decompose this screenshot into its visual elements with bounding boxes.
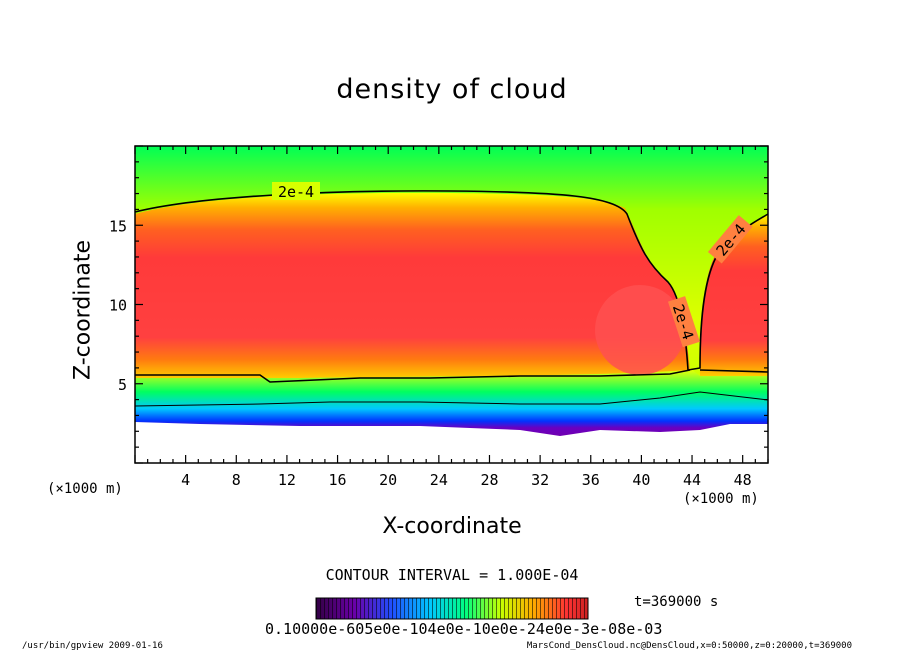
footer-source: MarsCond_DensCloud.nc@DensCloud,x=0:5000… bbox=[526, 641, 852, 651]
contour-base bbox=[135, 391, 768, 407]
x-tick-label: 28 bbox=[480, 471, 498, 489]
cloud-blob bbox=[595, 285, 685, 375]
contour-labels: 2e-42e-42e-4 bbox=[272, 182, 753, 348]
y-tick-label: 15 bbox=[109, 217, 127, 235]
x-tick-label: 24 bbox=[430, 471, 448, 489]
x-unit-right: (×1000 m) bbox=[683, 491, 759, 507]
y-tick-label: 5 bbox=[118, 376, 127, 394]
contour-label-bg bbox=[667, 296, 700, 348]
time-label: t=369000 s bbox=[634, 594, 719, 610]
x-tick-label: 16 bbox=[329, 471, 347, 489]
x-tick-label: 12 bbox=[278, 471, 296, 489]
x-tick-label: 48 bbox=[734, 471, 752, 489]
x-tick-label: 4 bbox=[181, 471, 190, 489]
x-tick-label: 36 bbox=[582, 471, 600, 489]
x-tick-label: 20 bbox=[379, 471, 397, 489]
colorbar-frame bbox=[315, 597, 589, 620]
x-axis-label: X-coordinate bbox=[382, 514, 522, 539]
x-unit-left: (×1000 m) bbox=[47, 481, 123, 497]
cloud-base-layer bbox=[135, 368, 768, 436]
contour-label: 2e-4 bbox=[278, 183, 314, 201]
contour-lower bbox=[135, 369, 768, 383]
contour-label-bg bbox=[272, 182, 320, 200]
axis-ticks bbox=[134, 145, 769, 464]
y-tick-label: 10 bbox=[109, 297, 127, 315]
y-axis-label: Z-coordinate bbox=[70, 240, 96, 380]
x-tick-label: 44 bbox=[683, 471, 701, 489]
contour-2e-4 bbox=[135, 190, 768, 371]
footer-command: /usr/bin/gpview 2009-01-16 bbox=[22, 641, 163, 651]
x-tick-label: 32 bbox=[531, 471, 549, 489]
x-tick-label: 40 bbox=[632, 471, 650, 489]
cloud-main-body bbox=[135, 192, 690, 378]
colorbar-labels: 0.10000e-605e0e-104e0e-10e0e-24e0e-3e-08… bbox=[265, 620, 663, 638]
chart-title: density of cloud bbox=[336, 74, 568, 105]
colorbar-stripes bbox=[316, 598, 588, 619]
contour-interval: CONTOUR INTERVAL = 1.000E-04 bbox=[325, 566, 579, 584]
x-tick-label: 8 bbox=[232, 471, 241, 489]
contour-label-bg bbox=[707, 215, 753, 264]
